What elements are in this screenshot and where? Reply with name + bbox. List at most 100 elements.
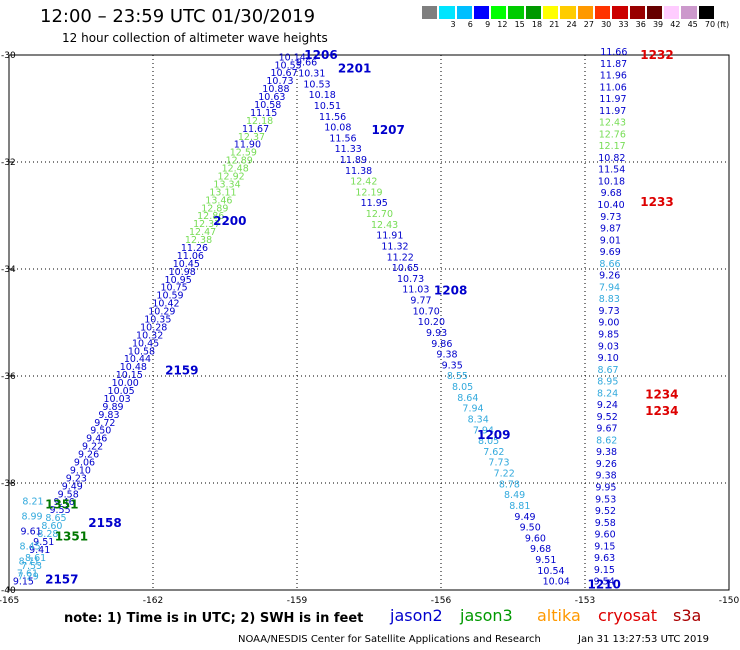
pass-time-label: 1208 — [434, 283, 467, 297]
color-swatch — [490, 5, 508, 20]
wave-height-value: 10.95 — [165, 275, 192, 286]
wave-height-value: 9.83 — [98, 410, 119, 421]
lon-tick-label: -159 — [287, 596, 308, 606]
wave-height-value: 9.50 — [90, 426, 111, 437]
wave-height-value: 10.65 — [392, 263, 419, 274]
color-scale-label: 27 — [583, 20, 594, 29]
wave-height-value: 8.81 — [509, 501, 530, 512]
lon-tick-label: -153 — [575, 596, 595, 606]
wave-height-value: 10.45 — [132, 338, 159, 349]
color-swatch — [593, 5, 612, 20]
wave-height-value: 11.32 — [381, 241, 408, 252]
color-swatch — [455, 5, 473, 20]
wave-height-value: 9.60 — [594, 530, 615, 541]
wave-height-value: 9.22 — [82, 442, 103, 453]
credit-line: NOAA/NESDIS Center for Satellite Applica… — [238, 634, 541, 645]
pass-time-label: 1234 — [645, 388, 678, 402]
wave-height-value: 10.67 — [270, 68, 297, 79]
wave-height-value: 9.26 — [78, 450, 99, 461]
wave-height-value: 8.05 — [478, 436, 499, 447]
pass-time-label: 2158 — [88, 516, 121, 530]
wave-height-value: 9.93 — [426, 328, 447, 339]
color-scale-label: 12 — [497, 20, 508, 29]
color-scale-label: 33 — [618, 20, 629, 29]
wave-height-value: 7.29 — [18, 571, 39, 582]
wave-height-value: 9.73 — [599, 306, 620, 317]
wave-height-value: 9.52 — [595, 506, 616, 517]
wave-height-value: 11.97 — [599, 106, 626, 117]
color-scale-label: 42 — [670, 20, 681, 29]
wave-height-value: 9.67 — [596, 424, 617, 435]
wave-height-value: 10.58 — [254, 100, 281, 111]
color-swatch — [697, 5, 716, 20]
wave-height-value: 9.15 — [594, 565, 615, 576]
wave-height-value: 11.54 — [598, 165, 625, 176]
wave-height-value: 9.50 — [520, 523, 541, 534]
wave-height-value: 7.22 — [494, 469, 515, 480]
wave-height-value: 8.45 — [20, 541, 41, 552]
lat-tick-label: -32 — [1, 158, 16, 168]
wave-height-value: 11.06 — [177, 251, 204, 262]
wave-height-value: 8.24 — [597, 388, 618, 399]
wave-height-value: 9.26 — [596, 459, 617, 470]
wave-height-value: 9.38 — [596, 447, 617, 458]
pass-time-label: 1351 — [45, 497, 78, 511]
color-scale-label: 45 — [687, 20, 698, 29]
wave-height-value: 9.46 — [86, 434, 107, 445]
wave-height-value: 11.66 — [600, 47, 627, 58]
wave-height-value: 8.21 — [22, 496, 43, 507]
wave-height-value: 8.61 — [25, 553, 46, 564]
color-scale-label: 18 — [531, 20, 543, 29]
wave-height-value: 9.26 — [599, 271, 620, 282]
wave-height-value: 12.17 — [598, 141, 625, 152]
color-scale-label: 39 — [652, 20, 664, 29]
wave-height-value: 11.90 — [234, 140, 261, 151]
wave-height-value: 9.72 — [94, 418, 115, 429]
wave-height-value: 12.47 — [189, 227, 216, 238]
pass-time-label: 1206 — [304, 48, 337, 62]
wave-height-value: 11.91 — [376, 231, 403, 242]
wave-height-value: 9.55 — [49, 505, 70, 516]
wave-height-value: 10.70 — [413, 306, 440, 317]
color-scale-label: 24 — [566, 20, 577, 29]
color-scale: 3 6 9 12 15 18 21 24 27 30 33 36 39 42 45 70 (ft) — [421, 5, 729, 29]
lat-tick-label: -36 — [1, 372, 16, 382]
wave-height-value: 10.08 — [324, 123, 351, 134]
color-scale-label: 15 — [514, 20, 525, 29]
wave-height-value: 7.94 — [462, 404, 483, 415]
wave-height-value: 9.24 — [597, 400, 618, 411]
wave-height-value: 11.95 — [361, 198, 388, 209]
color-swatch — [663, 5, 681, 20]
wave-height-value: 10.15 — [116, 370, 143, 381]
color-swatch — [421, 5, 439, 20]
wave-height-value: 11.56 — [329, 133, 356, 144]
wave-height-value: 9.53 — [595, 494, 616, 505]
wave-height-value: 12.19 — [355, 187, 382, 198]
wave-height-value: 9.73 — [600, 212, 621, 223]
wave-height-value: 10.75 — [160, 283, 187, 294]
legend-item-altika: altika — [537, 606, 581, 625]
wave-height-value: 11.26 — [181, 243, 208, 254]
lat-tick-label: -40 — [1, 586, 16, 596]
wave-height-value: 8.62 — [596, 435, 617, 446]
color-swatch — [507, 5, 525, 20]
wave-height-value: 10.58 — [128, 346, 155, 357]
wave-height-value: 10.14 — [279, 52, 306, 63]
lat-tick-label: -34 — [1, 265, 16, 275]
wave-height-value: 10.04 — [543, 577, 570, 588]
wave-height-value: 9.38 — [596, 471, 617, 482]
wave-height-value: 9.68 — [601, 188, 622, 199]
color-swatch — [680, 5, 698, 20]
wave-height-value: 11.89 — [340, 155, 367, 166]
pass-time-label: 1233 — [640, 195, 673, 209]
wave-height-value: 11.33 — [335, 144, 362, 155]
wave-height-value: 8.49 — [504, 490, 525, 501]
wave-height-value: 12.37 — [193, 219, 220, 230]
wave-height-value: 12.43 — [371, 220, 398, 231]
wave-height-value: 12.43 — [599, 118, 626, 129]
wave-height-value: 9.63 — [594, 553, 615, 564]
wave-height-value: 11.15 — [250, 108, 277, 119]
wave-height-value: 10.29 — [148, 307, 175, 318]
wave-height-value: 9.51 — [33, 537, 54, 548]
lon-tick-label: -150 — [719, 596, 740, 606]
